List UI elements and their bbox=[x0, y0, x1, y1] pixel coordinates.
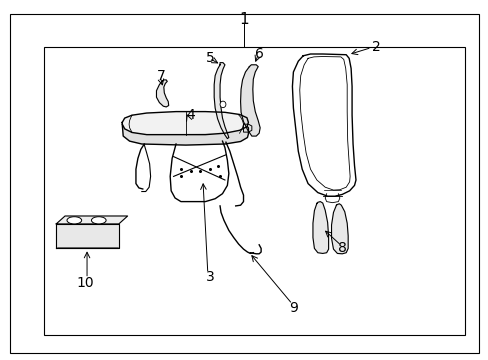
Polygon shape bbox=[122, 112, 248, 135]
Text: 8: 8 bbox=[337, 242, 346, 255]
Text: 7: 7 bbox=[157, 69, 165, 82]
Polygon shape bbox=[156, 80, 168, 107]
Text: 5: 5 bbox=[205, 51, 214, 64]
Polygon shape bbox=[56, 216, 127, 224]
Polygon shape bbox=[214, 63, 228, 139]
Text: 10: 10 bbox=[77, 276, 94, 289]
Bar bbox=[44, 47, 464, 335]
Polygon shape bbox=[122, 124, 248, 145]
Ellipse shape bbox=[67, 217, 81, 224]
Polygon shape bbox=[331, 204, 347, 254]
Text: 3: 3 bbox=[205, 270, 214, 284]
Text: 4: 4 bbox=[186, 108, 195, 122]
Polygon shape bbox=[240, 65, 260, 136]
Text: 6: 6 bbox=[254, 47, 263, 61]
Ellipse shape bbox=[220, 101, 225, 108]
Text: 1: 1 bbox=[239, 12, 249, 27]
Polygon shape bbox=[312, 202, 328, 253]
Text: 9: 9 bbox=[288, 301, 297, 315]
Text: 2: 2 bbox=[371, 40, 380, 54]
Polygon shape bbox=[56, 224, 119, 248]
Ellipse shape bbox=[91, 217, 106, 224]
